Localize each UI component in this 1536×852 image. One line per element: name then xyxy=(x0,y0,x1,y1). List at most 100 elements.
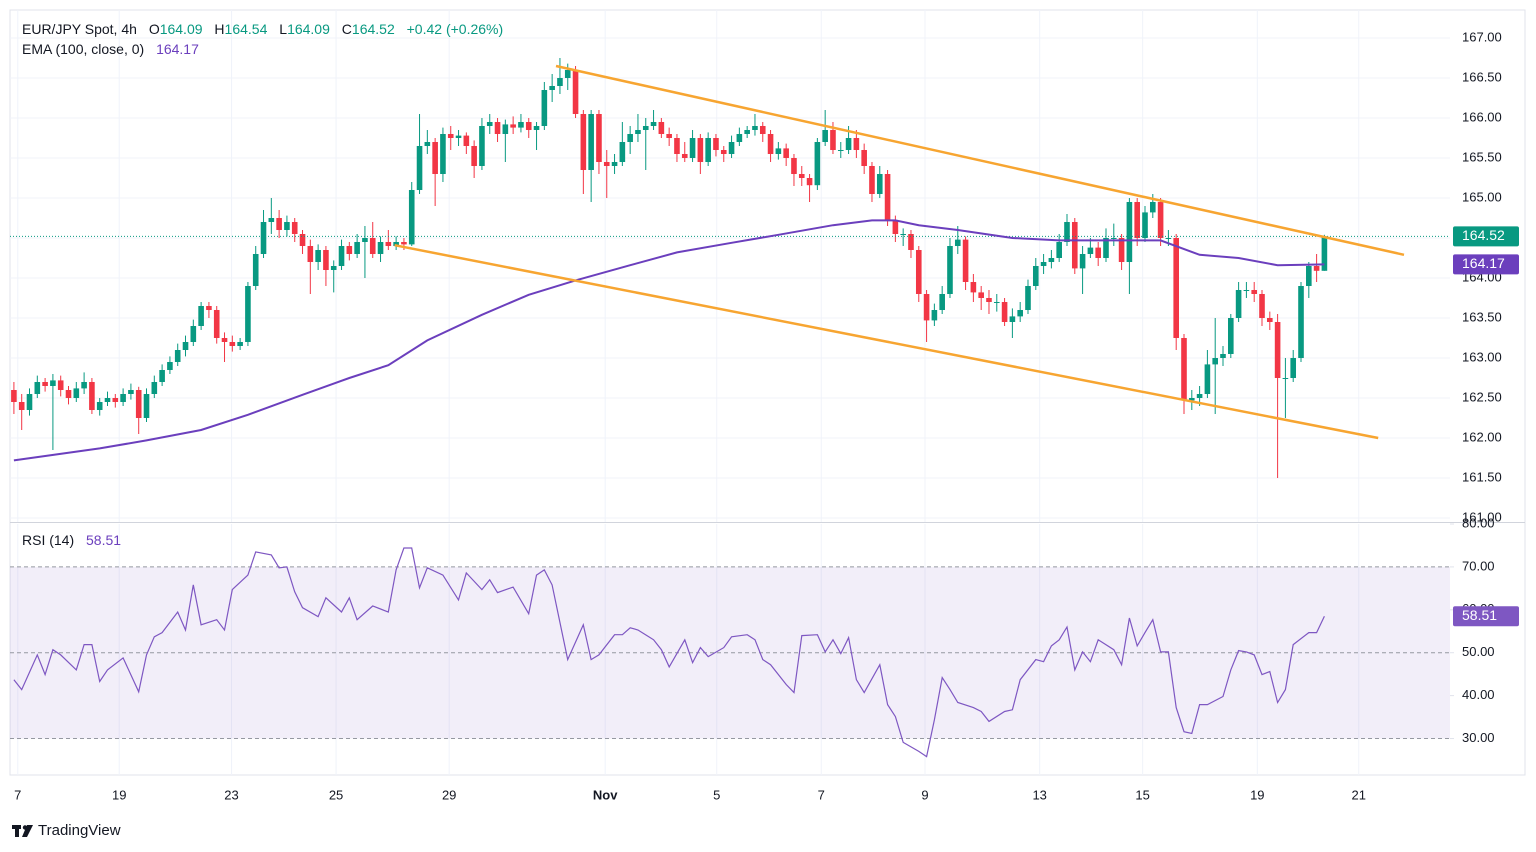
candle-body xyxy=(1071,222,1078,269)
candle-body xyxy=(362,238,368,242)
candle-body xyxy=(455,135,462,138)
rsi-tick-label: 40.00 xyxy=(1462,687,1495,702)
x-tick-label: 7 xyxy=(818,787,825,802)
candle-body xyxy=(1095,247,1101,258)
candle-body xyxy=(1204,364,1211,394)
candle-body xyxy=(135,390,142,418)
symbol-legend: EUR/JPY Spot, 4h O164.09 H164.54 L164.09… xyxy=(22,21,503,37)
candle-body xyxy=(346,246,353,254)
candle-body xyxy=(369,238,376,254)
candle-body xyxy=(1259,294,1265,318)
x-tick-label: 19 xyxy=(1250,787,1264,802)
candle-body xyxy=(315,250,321,262)
ohlc-label: C xyxy=(341,21,352,37)
candle-body xyxy=(970,282,977,293)
y-tick-label: 166.50 xyxy=(1462,69,1502,84)
candle-body xyxy=(572,70,579,114)
candle-body xyxy=(900,234,906,235)
candle-body xyxy=(237,342,243,346)
candle-body xyxy=(931,310,938,321)
ohlc-value: 164.09 xyxy=(287,21,330,37)
candle-body xyxy=(174,350,181,362)
candle-body xyxy=(596,114,602,162)
ohlc-label: O xyxy=(148,21,160,37)
candle-body xyxy=(845,138,852,150)
candle-body xyxy=(151,382,158,394)
candle-body xyxy=(1220,354,1226,358)
x-tick-label: 19 xyxy=(112,787,126,802)
candle-body xyxy=(954,239,961,246)
candle-body xyxy=(1009,316,1016,322)
ema-name: EMA (100, close, 0) xyxy=(22,41,145,57)
candle-body xyxy=(34,382,41,394)
candle-body xyxy=(424,142,431,146)
candle-body xyxy=(588,114,594,170)
candle-body xyxy=(728,142,735,154)
watermark: TradingView xyxy=(38,822,121,839)
candle-body xyxy=(736,134,743,142)
y-tick-label: 161.50 xyxy=(1462,469,1502,484)
candle-body xyxy=(104,398,111,402)
rsi-value: 58.51 xyxy=(86,532,122,548)
y-tick-label: 166.00 xyxy=(1462,109,1502,124)
rsi-band xyxy=(10,566,1450,739)
ema-value: 164.17 xyxy=(156,41,199,57)
candle-body xyxy=(73,388,80,398)
y-tick-label: 162.00 xyxy=(1462,429,1502,444)
candle-body xyxy=(775,148,782,154)
candle-body xyxy=(393,242,399,246)
candle-body xyxy=(1181,338,1187,401)
candle-body xyxy=(260,222,267,254)
candle-body xyxy=(752,126,758,130)
candle-body xyxy=(1025,286,1031,310)
candle-body xyxy=(1087,247,1094,254)
x-tick-label: 25 xyxy=(329,787,343,802)
y-tick-label: 165.50 xyxy=(1462,149,1502,164)
candle-body xyxy=(494,122,501,134)
candle-body xyxy=(11,390,17,402)
candle-body xyxy=(252,254,259,286)
candle-body xyxy=(377,242,384,254)
candle-body xyxy=(986,298,992,302)
candle-body xyxy=(791,158,797,174)
candle-body xyxy=(307,246,314,262)
candle-body xyxy=(1228,318,1234,354)
candle-body xyxy=(276,218,282,230)
candle-body xyxy=(221,338,228,342)
candle-body xyxy=(658,122,665,134)
candle-body xyxy=(892,220,899,234)
x-tick-label: 15 xyxy=(1135,787,1149,802)
candle-body xyxy=(1243,290,1250,291)
candle-body xyxy=(42,382,48,386)
price-badge xyxy=(1453,254,1519,275)
candle-body xyxy=(533,126,540,130)
rsi-tick-label: 70.00 xyxy=(1462,558,1495,573)
candle-body xyxy=(89,382,95,410)
candle-body xyxy=(1017,310,1023,317)
candle-body xyxy=(385,242,392,246)
price-badge-label: 164.17 xyxy=(1462,255,1505,271)
candle-body xyxy=(978,292,984,298)
candle-body xyxy=(284,222,290,230)
candle-body xyxy=(759,126,766,134)
candle-body xyxy=(822,130,828,142)
candle-body xyxy=(814,142,821,186)
candle-body xyxy=(1251,290,1258,294)
candle-body xyxy=(291,222,298,234)
candle-body xyxy=(206,306,212,310)
candle-body xyxy=(713,138,719,150)
y-tick-label: 161.00 xyxy=(1462,509,1502,524)
candle-body xyxy=(837,150,844,151)
y-tick-label: 163.00 xyxy=(1462,349,1502,364)
change: +0.42 (+0.26%) xyxy=(406,21,504,37)
candle-body xyxy=(354,242,360,254)
candle-body xyxy=(1298,286,1304,358)
x-tick-label: 7 xyxy=(14,787,21,802)
candle-body xyxy=(96,402,103,410)
candle-body xyxy=(338,246,345,266)
candle-body xyxy=(408,190,415,245)
chart-frame xyxy=(9,9,1526,776)
x-tick-label: 9 xyxy=(921,787,928,802)
candle-body xyxy=(1149,202,1156,213)
